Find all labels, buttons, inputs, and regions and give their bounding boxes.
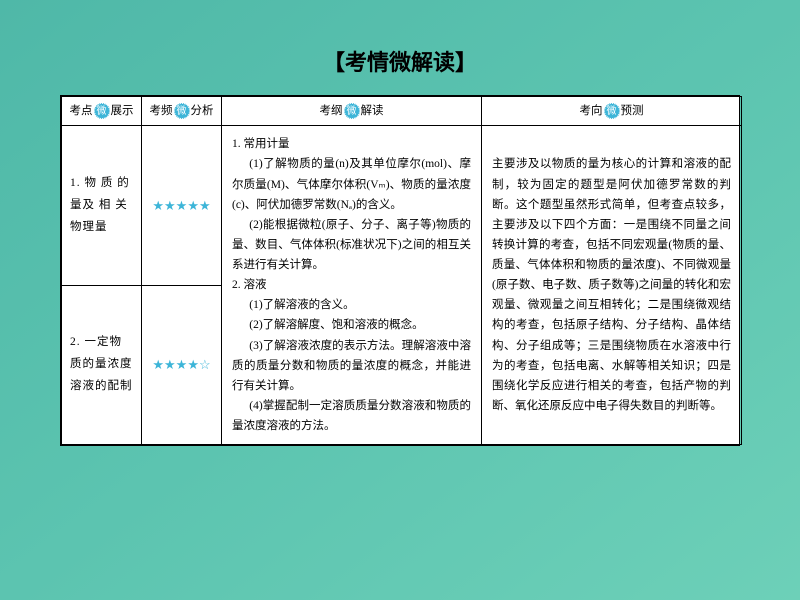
outline-l2b: (2)了解溶解度、饱和溶液的概念。	[232, 315, 471, 335]
outline-l2a: (1)了解溶液的含义。	[232, 295, 471, 315]
hdr-c2a: 考频	[150, 105, 173, 117]
header-predict: 考向微预测	[482, 97, 742, 126]
header-freq: 考频微分析	[142, 97, 222, 126]
outline-l1a: (1)了解物质的量(n)及其单位摩尔(mol)、摩尔质量(M)、气体摩尔体积(V…	[232, 154, 471, 214]
badge-icon: 微	[604, 103, 620, 119]
header-row: 考点微展示 考频微分析 考纲微解读 考向微预测	[62, 97, 742, 126]
hdr-c1a: 考点	[70, 105, 93, 117]
hdr-c3b: 解读	[361, 105, 384, 117]
outline-h1: 1. 常用计量	[232, 134, 471, 154]
badge-icon: 微	[344, 103, 360, 119]
topic-cell-2: 2. 一定物质的量浓度溶液的配制	[62, 285, 142, 444]
freq-cell-1: ★★★★★	[142, 126, 222, 285]
hdr-c4a: 考向	[580, 105, 603, 117]
hdr-c4b: 预测	[621, 105, 644, 117]
outline-l2d: (4)掌握配制一定溶质质量分数溶液和物质的量浓度溶液的方法。	[232, 396, 471, 436]
outline-cell: 1. 常用计量 (1)了解物质的量(n)及其单位摩尔(mol)、摩尔质量(M)、…	[222, 126, 482, 445]
exam-table: 考点微展示 考频微分析 考纲微解读 考向微预测 1. 物 质 的 量及 相 关 …	[60, 95, 740, 446]
badge-icon: 微	[174, 103, 190, 119]
topic-cell-1: 1. 物 质 的 量及 相 关 物理量	[62, 126, 142, 285]
hdr-c1b: 展示	[111, 105, 134, 117]
page-title: 【考情微解读】	[323, 45, 477, 77]
hdr-c3a: 考纲	[320, 105, 343, 117]
outline-l1b: (2)能根据微粒(原子、分子、离子等)物质的量、数目、气体体积(标准状况下)之间…	[232, 215, 471, 275]
header-topic: 考点微展示	[62, 97, 142, 126]
freq-cell-2: ★★★★☆	[142, 285, 222, 444]
predict-cell: 主要涉及以物质的量为核心的计算和溶液的配制，较为固定的题型是阿伏加德罗常数的判断…	[482, 126, 742, 445]
table-row: 1. 物 质 的 量及 相 关 物理量 ★★★★★ 1. 常用计量 (1)了解物…	[62, 126, 742, 285]
header-outline: 考纲微解读	[222, 97, 482, 126]
outline-h2: 2. 溶液	[232, 275, 471, 295]
outline-l2c: (3)了解溶液浓度的表示方法。理解溶液中溶质的质量分数和物质的量浓度的概念，并能…	[232, 336, 471, 396]
hdr-c2b: 分析	[191, 105, 214, 117]
badge-icon: 微	[94, 103, 110, 119]
